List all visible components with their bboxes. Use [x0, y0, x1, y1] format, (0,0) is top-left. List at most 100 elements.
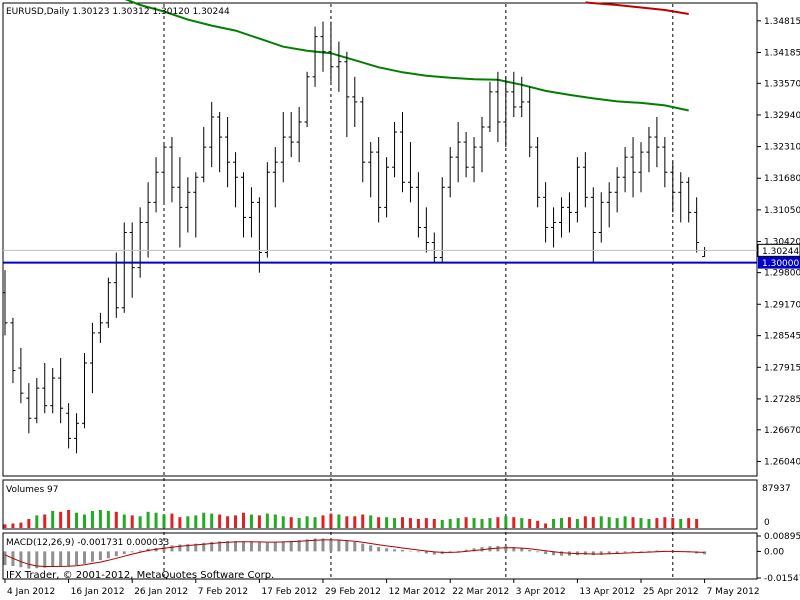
macd-histogram-bar	[194, 543, 198, 552]
volume-bar	[210, 513, 214, 528]
ohlc-bar	[392, 122, 398, 178]
volume-bar	[599, 516, 603, 528]
price-axis: 1.34815 1.34185 1.33570 1.32940 1.32310 1.316…	[3, 17, 800, 467]
ohlc-bar	[10, 317, 16, 384]
ohlc-bar	[113, 252, 119, 318]
ohlc-bar	[105, 277, 111, 328]
macd-histogram-bar	[393, 549, 397, 552]
volume-bar	[440, 519, 444, 528]
volume-bar	[393, 518, 397, 528]
macd-histogram-bar	[607, 551, 611, 554]
macd-histogram-bar	[289, 541, 293, 552]
volume-bar	[202, 512, 206, 528]
macd-histogram-bar	[528, 550, 532, 552]
price-tick-label: 1.26670	[764, 426, 800, 436]
macd-signal-line	[4, 539, 705, 567]
ohlc-bar	[74, 413, 80, 454]
volume-bar	[615, 518, 619, 528]
ohlc-bar	[217, 111, 223, 173]
macd-histogram-bar	[416, 551, 420, 553]
ohlc-bar	[519, 76, 525, 117]
ohlc-bar	[590, 187, 596, 263]
macd-histogram-bar	[623, 551, 627, 553]
macd-histogram-bar	[647, 550, 651, 552]
ohlc-bar	[288, 111, 294, 158]
macd-histogram-bar	[583, 551, 587, 555]
time-tick-label: 3 Apr 2012	[516, 587, 566, 597]
volume-bar	[242, 512, 245, 528]
macd-histogram-bar	[98, 551, 102, 560]
macd-histogram-bar	[162, 546, 166, 552]
ohlc-bar	[241, 172, 246, 238]
volume-bar	[464, 517, 468, 528]
ohlc-bar	[177, 157, 183, 248]
macd-histogram-bar	[273, 542, 277, 552]
volume-bar	[528, 519, 532, 528]
macd-histogram-bar	[353, 541, 357, 552]
volume-bar	[369, 515, 373, 528]
macd-histogram-bar	[249, 541, 253, 552]
ohlc-bar	[360, 96, 366, 183]
macd-histogram-bar	[67, 551, 71, 567]
volume-bar	[679, 519, 683, 528]
volume-bar	[75, 512, 79, 528]
volume-bar	[663, 517, 667, 528]
volume-bar	[90, 510, 94, 528]
macd-histogram-bar	[19, 551, 23, 568]
volume-bar	[424, 518, 428, 528]
ohlc-bar	[368, 142, 374, 198]
macd-histogram-bar	[122, 551, 126, 554]
macd-histogram-bar	[59, 551, 63, 567]
volume-bar	[512, 517, 516, 528]
volume-bar	[337, 514, 341, 528]
watermark: IFX Trader, © 2001-2012, MetaQuotes Soft…	[6, 570, 274, 581]
ohlc-bar	[630, 137, 636, 198]
macd-histogram-bar	[385, 548, 389, 552]
ohlc-bar	[400, 111, 405, 193]
volume-bar	[297, 518, 301, 528]
ohlc-bar	[431, 232, 437, 263]
macd-histogram-bar	[369, 545, 373, 552]
volume-bar	[385, 517, 389, 528]
macd-histogram-bar	[51, 551, 55, 567]
ohlc-bar	[479, 116, 485, 173]
ohlc-bar	[82, 352, 87, 429]
volume-bar	[27, 519, 31, 528]
support-label-box	[758, 256, 800, 269]
ohlc-bar	[495, 71, 501, 143]
volume-bar	[488, 518, 492, 528]
volume-bar	[186, 516, 190, 528]
volume-zero-label: 0	[764, 518, 770, 528]
macd-histogram-bar	[234, 541, 238, 552]
macd-tick-label: 0.00	[764, 547, 784, 557]
macd-histogram-bar	[202, 542, 206, 552]
macd-histogram-bar	[321, 538, 325, 552]
ohlc-bar	[256, 197, 262, 273]
volume-bar	[321, 515, 325, 528]
ohlc-bar	[463, 132, 469, 178]
macd-histogram-bar	[257, 542, 261, 552]
volume-panel-frame	[2, 479, 758, 530]
macd-histogram-bar	[560, 551, 563, 556]
price-tick-label: 1.28545	[764, 332, 800, 342]
volume-bar	[623, 516, 627, 528]
volume-bar	[170, 513, 174, 528]
ohlc-bar	[694, 197, 700, 253]
ohlc-bar	[66, 403, 72, 449]
price-bars	[2, 21, 708, 454]
ohlc-bar	[225, 116, 231, 188]
main-panel-frame	[2, 2, 758, 477]
volume-bar	[11, 523, 15, 528]
ohlc-bar	[622, 147, 628, 193]
price-tick-label: 1.29170	[764, 300, 800, 310]
macd-histogram-bar	[178, 544, 182, 552]
ohlc-bar	[233, 152, 239, 208]
volume-bar	[51, 510, 55, 528]
ohlc-bar	[503, 76, 509, 148]
ohlc-bar	[161, 142, 167, 203]
volume-bar	[361, 514, 365, 528]
ohlc-bar	[201, 127, 207, 183]
ohlc-bar	[551, 207, 557, 248]
volume-bar	[59, 511, 63, 528]
